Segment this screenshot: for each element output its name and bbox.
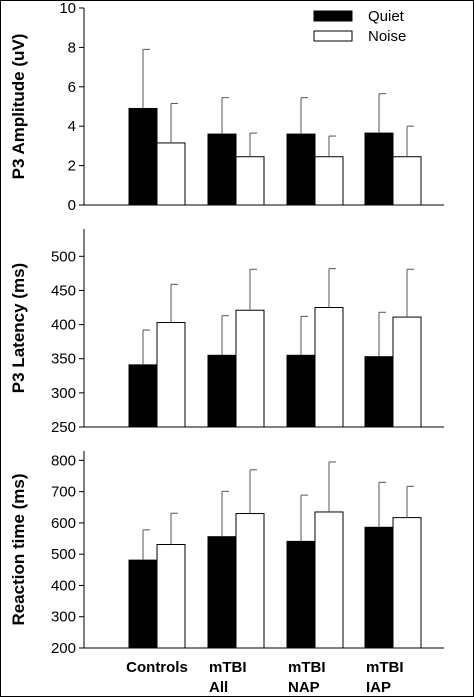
legend: Quiet Noise <box>313 8 406 45</box>
bar-quiet-4 <box>364 356 394 428</box>
y-tick-label: 350 <box>51 351 76 368</box>
y-tick-label: 4 <box>68 118 76 135</box>
bar-quiet-4 <box>364 132 394 206</box>
y-tick-label: 6 <box>68 79 76 96</box>
y-tick-label: 300 <box>51 609 76 626</box>
y-tick-label: 600 <box>51 515 76 532</box>
y-axis-label: P3 Amplitude (uV) <box>9 34 28 180</box>
chart-panel-1: 0 2 4 6 8 10 P3 Amplitude (uV) Quiet Noise <box>9 0 444 214</box>
y-tick-label: 0 <box>68 197 76 214</box>
x-tick-label-2-line2: All <box>209 679 228 696</box>
charts: 0 2 4 6 8 10 P3 Amplitude (uV) Quiet Noise 250 300… <box>9 0 444 696</box>
bar-quiet-3 <box>286 354 316 428</box>
bar-noise-1 <box>156 543 186 649</box>
bar-noise-3 <box>314 307 344 428</box>
bar-noise-2 <box>235 309 265 428</box>
x-tick-label-3: mTBI <box>288 659 326 676</box>
x-tick-label-2: mTBI <box>209 659 247 676</box>
y-tick-label: 10 <box>59 0 76 17</box>
y-tick-label: 200 <box>51 640 76 657</box>
bar-quiet-2 <box>207 354 237 428</box>
bar-quiet-3 <box>286 540 316 649</box>
bar-noise-1 <box>156 322 186 428</box>
legend-swatch-quiet <box>313 10 353 22</box>
y-tick-label: 450 <box>51 282 76 299</box>
y-axis-label: P3 Latency (ms) <box>9 263 28 393</box>
y-tick-label: 2 <box>68 158 76 175</box>
x-tick-label-4-line2: IAP <box>366 679 391 696</box>
x-category-labels: Controls mTBI All mTBI NAP mTBI IAP <box>126 659 403 696</box>
bar-noise-3 <box>314 156 344 206</box>
bar-quiet-2 <box>207 133 237 206</box>
legend-label-quiet: Quiet <box>368 8 405 25</box>
y-tick-label: 8 <box>68 39 76 56</box>
bar-noise-2 <box>235 156 265 206</box>
bar-quiet-1 <box>128 107 158 206</box>
y-tick-label: 500 <box>51 248 76 265</box>
legend-label-noise: Noise <box>368 28 406 45</box>
bar-noise-2 <box>235 513 265 649</box>
y-tick-label: 500 <box>51 546 76 563</box>
chart-panel-2: 250 300 350 400 450 500 P3 Latency (ms) <box>9 229 444 436</box>
y-tick-label: 400 <box>51 577 76 594</box>
bar-noise-4 <box>392 156 422 206</box>
bar-noise-3 <box>314 511 344 649</box>
y-tick-label: 400 <box>51 317 76 334</box>
bar-quiet-3 <box>286 133 316 206</box>
chart-panel-3: 200 300 400 500 600 700 800 Reaction time (ms) <box>9 451 444 657</box>
bar-quiet-4 <box>364 526 394 649</box>
x-tick-label-1: Controls <box>126 659 188 676</box>
x-tick-label-3-line2: NAP <box>288 679 320 696</box>
y-tick-label: 250 <box>51 419 76 436</box>
y-tick-label: 700 <box>51 484 76 501</box>
bar-noise-1 <box>156 142 186 206</box>
legend-swatch-noise <box>313 30 353 42</box>
x-tick-label-4: mTBI <box>366 659 404 676</box>
bar-noise-4 <box>392 316 422 428</box>
bar-noise-4 <box>392 517 422 649</box>
bar-quiet-1 <box>128 559 158 649</box>
y-axis-label: Reaction time (ms) <box>9 473 28 625</box>
bar-quiet-2 <box>207 536 237 649</box>
y-tick-label: 800 <box>51 452 76 469</box>
bar-quiet-1 <box>128 364 158 428</box>
y-tick-label: 300 <box>51 385 76 402</box>
